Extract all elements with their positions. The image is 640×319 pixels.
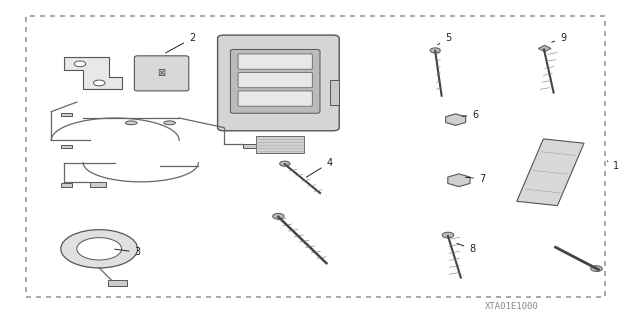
Circle shape [273,213,284,219]
Bar [90,182,106,187]
Polygon shape [64,57,122,89]
FancyBboxPatch shape [230,49,320,113]
Text: 8: 8 [457,243,476,254]
Circle shape [280,161,290,166]
Bar [26,16,605,297]
Bar [243,144,259,148]
Bar [330,80,339,105]
FancyBboxPatch shape [238,72,312,88]
Ellipse shape [164,121,175,125]
Text: 3: 3 [115,247,141,257]
Bar [256,136,304,153]
Text: 7: 7 [465,174,485,184]
Circle shape [591,266,602,271]
Circle shape [74,61,86,67]
Circle shape [61,230,138,268]
Circle shape [93,80,105,86]
Circle shape [430,48,440,53]
Polygon shape [516,139,584,206]
Bar [108,280,127,286]
Text: 5: 5 [438,33,451,45]
Circle shape [442,232,454,238]
Ellipse shape [125,121,137,125]
FancyBboxPatch shape [134,56,189,91]
Text: 1: 1 [607,161,620,171]
FancyBboxPatch shape [238,54,312,69]
Text: XTA01E1000: XTA01E1000 [485,302,539,311]
Circle shape [77,238,122,260]
Bar [61,145,72,148]
Bar [61,113,72,116]
Bar [61,183,72,187]
Text: ⊠: ⊠ [157,68,165,78]
Text: 4: 4 [307,158,333,177]
Text: 6: 6 [462,110,479,120]
Text: 2: 2 [166,33,195,53]
FancyBboxPatch shape [218,35,339,131]
FancyBboxPatch shape [238,91,312,106]
Text: 9: 9 [552,33,566,43]
